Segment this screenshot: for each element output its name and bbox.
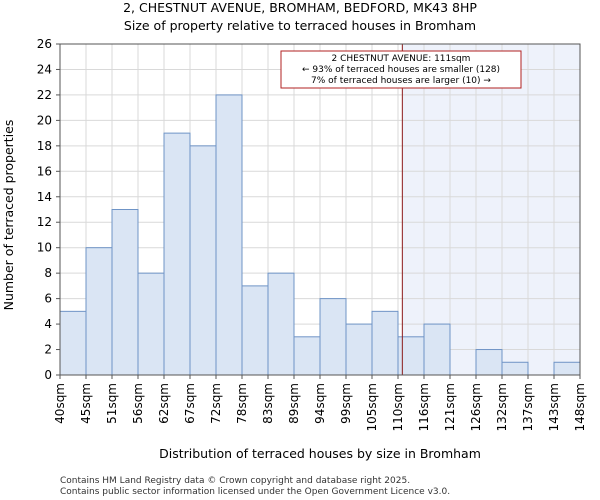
bar-78sqm	[241, 285, 269, 376]
x-tick-label: 40sqm	[53, 383, 67, 424]
y-tick-label: 6	[44, 292, 52, 306]
x-tick-label: 83sqm	[261, 383, 275, 424]
y-axis-label: Number of terraced properties	[1, 120, 16, 311]
y-tick-label: 20	[37, 113, 52, 127]
annotation-line-2: ← 93% of terraced houses are smaller (12…	[302, 65, 500, 75]
y-tick-label: 16	[37, 164, 52, 178]
bar-62sqm	[163, 132, 191, 376]
x-tick-label: 62sqm	[157, 383, 171, 424]
y-tick-label: 18	[37, 139, 52, 153]
bar-132sqm	[501, 361, 529, 376]
x-tick-label: 137sqm	[521, 383, 535, 431]
bar-72sqm	[215, 94, 243, 376]
y-tick-label: 24	[37, 62, 52, 76]
chart-subtitle: Size of property relative to terraced ho…	[124, 18, 476, 33]
x-tick-label: 132sqm	[495, 383, 509, 431]
y-tick-label: 2	[44, 343, 52, 357]
x-tick-label: 94sqm	[313, 383, 327, 424]
y-tick-label: 0	[44, 368, 52, 382]
x-tick-label: 45sqm	[79, 383, 93, 424]
footer-line-2: Contains public sector information licen…	[60, 487, 450, 497]
bar-143sqm	[553, 361, 581, 376]
bar-40sqm	[59, 310, 87, 376]
x-tick-label: 72sqm	[209, 383, 223, 424]
x-tick-label: 105sqm	[365, 383, 379, 431]
x-tick-label: 143sqm	[547, 383, 561, 431]
x-tick-label: 121sqm	[443, 383, 457, 431]
y-tick-label: 14	[37, 190, 52, 204]
x-tick-label: 89sqm	[287, 383, 301, 424]
annotation-border	[280, 50, 522, 89]
x-tick-label: 99sqm	[339, 383, 353, 424]
bar-126sqm	[475, 349, 503, 376]
y-tick-label: 10	[37, 241, 52, 255]
bar-45sqm	[85, 247, 113, 376]
bar-94sqm	[319, 298, 347, 376]
x-tick-label: 78sqm	[235, 383, 249, 424]
footer-line-1: Contains HM Land Registry data © Crown c…	[60, 476, 410, 486]
bar-89sqm	[293, 336, 321, 376]
annotation-line-1: 2 CHESTNUT AVENUE: 111sqm	[332, 54, 471, 64]
y-tick-label: 22	[37, 88, 52, 102]
annotation-line-3: 7% of terraced houses are larger (10) →	[311, 76, 491, 86]
x-tick-label: 67sqm	[183, 383, 197, 424]
x-tick-label: 126sqm	[469, 383, 483, 431]
bar-83sqm	[267, 272, 295, 376]
x-tick-label: 56sqm	[131, 383, 145, 424]
y-tick-label: 8	[44, 266, 52, 280]
highlight-region	[402, 44, 580, 375]
y-tick-label: 26	[37, 37, 52, 51]
bar-105sqm	[371, 310, 399, 376]
chart-title: 2, CHESTNUT AVENUE, BROMHAM, BEDFORD, MK…	[123, 0, 477, 15]
x-tick-label: 110sqm	[391, 383, 405, 431]
bar-67sqm	[189, 145, 217, 376]
annotation-box: 2 CHESTNUT AVENUE: 111sqm ← 93% of terra…	[280, 50, 522, 89]
bar-51sqm	[111, 209, 139, 376]
y-tick-label: 12	[37, 215, 52, 229]
x-tick-label: 148sqm	[573, 383, 587, 431]
x-axis-ticks: 40sqm 45sqm 51sqm 56sqm 62sqm 67sqm 72sqm 78sqm…	[53, 375, 587, 431]
x-tick-label: 116sqm	[417, 383, 431, 431]
x-axis-label: Distribution of terraced houses by size …	[159, 446, 481, 461]
bar-99sqm	[345, 323, 373, 376]
x-tick-label: 51sqm	[105, 383, 119, 424]
y-tick-label: 4	[44, 317, 52, 331]
bar-116sqm	[423, 323, 451, 376]
bar-56sqm	[137, 272, 165, 376]
